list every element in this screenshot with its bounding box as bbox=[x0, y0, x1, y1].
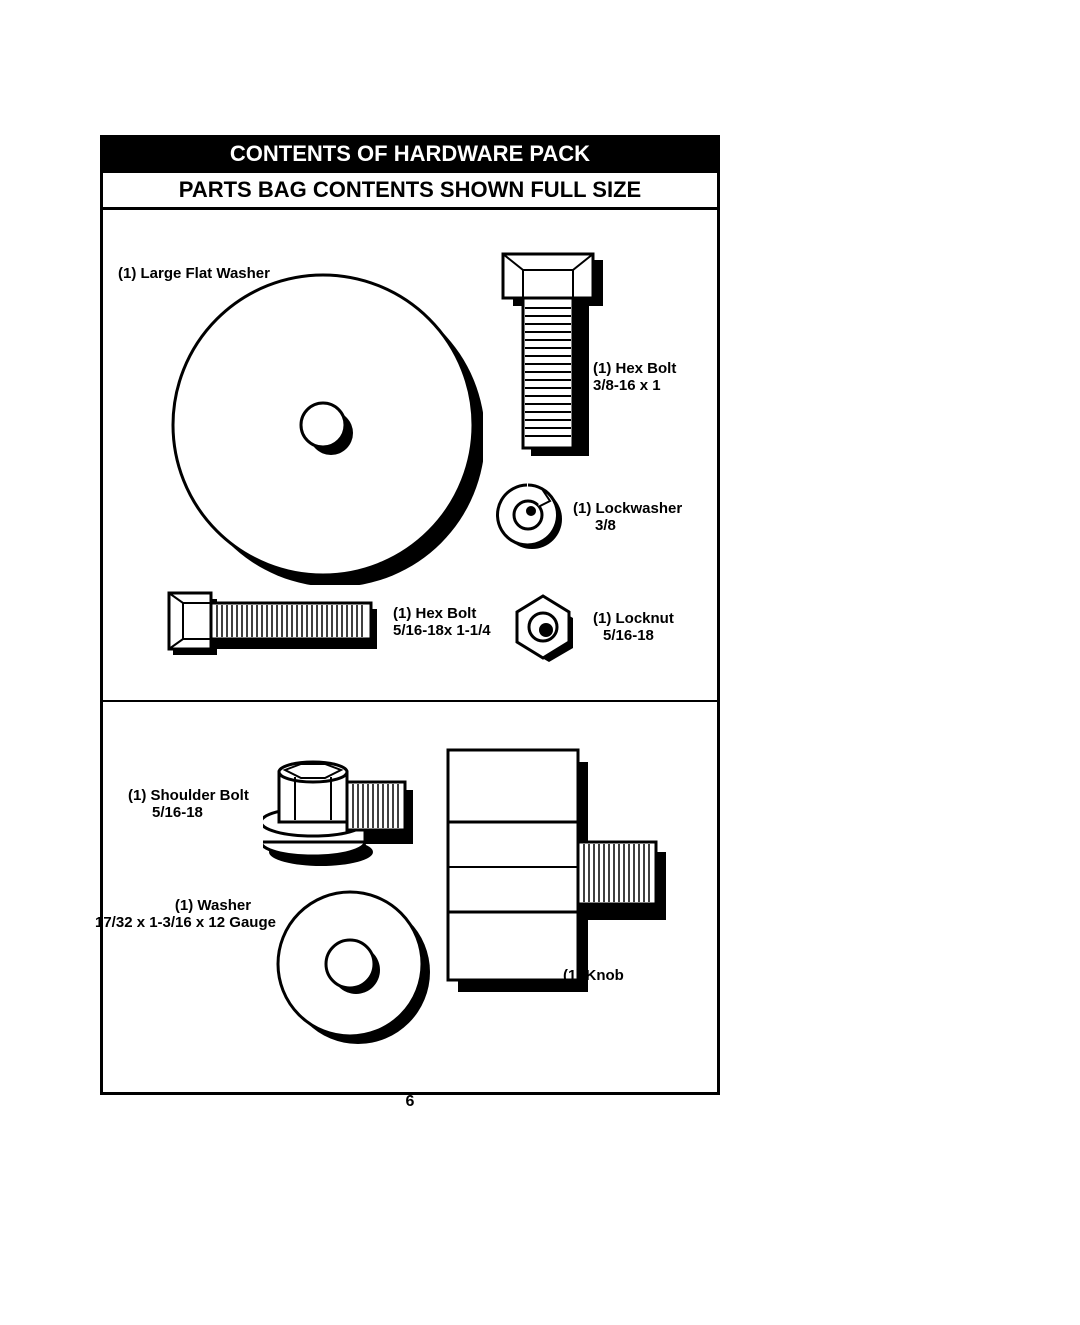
locknut-label-l2: 5/16-18 bbox=[593, 627, 654, 644]
hex-bolt-small-icon bbox=[163, 585, 393, 665]
lockwasher-label: (1) Lockwasher 3/8 bbox=[573, 500, 682, 535]
locknut-label-l1: (1) Locknut bbox=[593, 610, 674, 627]
lockwasher-label-l1: (1) Lockwasher bbox=[573, 500, 682, 517]
locknut-label: (1) Locknut 5/16-18 bbox=[593, 610, 674, 645]
upper-section: (1) Large Flat Washer bbox=[103, 210, 717, 702]
hex-bolt-large-label: (1) Hex Bolt 3/8-16 x 1 bbox=[593, 360, 676, 395]
washer-label-l2: 17/32 x 1-3/16 x 12 Gauge bbox=[95, 914, 276, 931]
large-flat-washer-label: (1) Large Flat Washer bbox=[118, 265, 270, 282]
hex-bolt-large-icon bbox=[473, 250, 613, 470]
shoulder-bolt-label: (1) Shoulder Bolt 5/16-18 bbox=[128, 787, 249, 822]
washer-icon bbox=[268, 882, 438, 1052]
lower-section: (1) Shoulder Bolt 5/16-18 bbox=[103, 702, 717, 1092]
outer-box: PARTS BAG CONTENTS SHOWN FULL SIZE (1) L… bbox=[100, 173, 720, 1095]
washer-label-2: 17/32 x 1-3/16 x 12 Gauge bbox=[95, 914, 276, 931]
washer-label-l1: (1) Washer bbox=[175, 897, 251, 914]
locknut-icon bbox=[503, 590, 583, 670]
shoulder-bolt-icon bbox=[263, 722, 443, 882]
knob-icon bbox=[438, 742, 678, 1002]
hex-bolt-small-label-l2: 5/16-18x 1-1/4 bbox=[393, 622, 491, 639]
hex-bolt-small-label: (1) Hex Bolt 5/16-18x 1-1/4 bbox=[393, 605, 491, 640]
header-bar: CONTENTS OF HARDWARE PACK bbox=[100, 135, 720, 173]
lockwasher-label-l2: 3/8 bbox=[573, 517, 616, 534]
shoulder-bolt-label-l2: 5/16-18 bbox=[128, 804, 203, 821]
large-flat-washer-icon bbox=[163, 265, 483, 585]
hex-bolt-large-label-l2: 3/8-16 x 1 bbox=[593, 377, 661, 394]
page-number: 6 bbox=[100, 1093, 720, 1111]
hex-bolt-small-label-l1: (1) Hex Bolt bbox=[393, 605, 476, 622]
subtitle-bar: PARTS BAG CONTENTS SHOWN FULL SIZE bbox=[103, 173, 717, 210]
page: CONTENTS OF HARDWARE PACK PARTS BAG CONT… bbox=[100, 135, 720, 1111]
shoulder-bolt-label-l1: (1) Shoulder Bolt bbox=[128, 787, 249, 804]
knob-label: (1) Knob bbox=[563, 967, 624, 984]
hex-bolt-large-label-l1: (1) Hex Bolt bbox=[593, 360, 676, 377]
lockwasher-icon bbox=[488, 475, 568, 555]
washer-label: (1) Washer bbox=[143, 897, 283, 914]
